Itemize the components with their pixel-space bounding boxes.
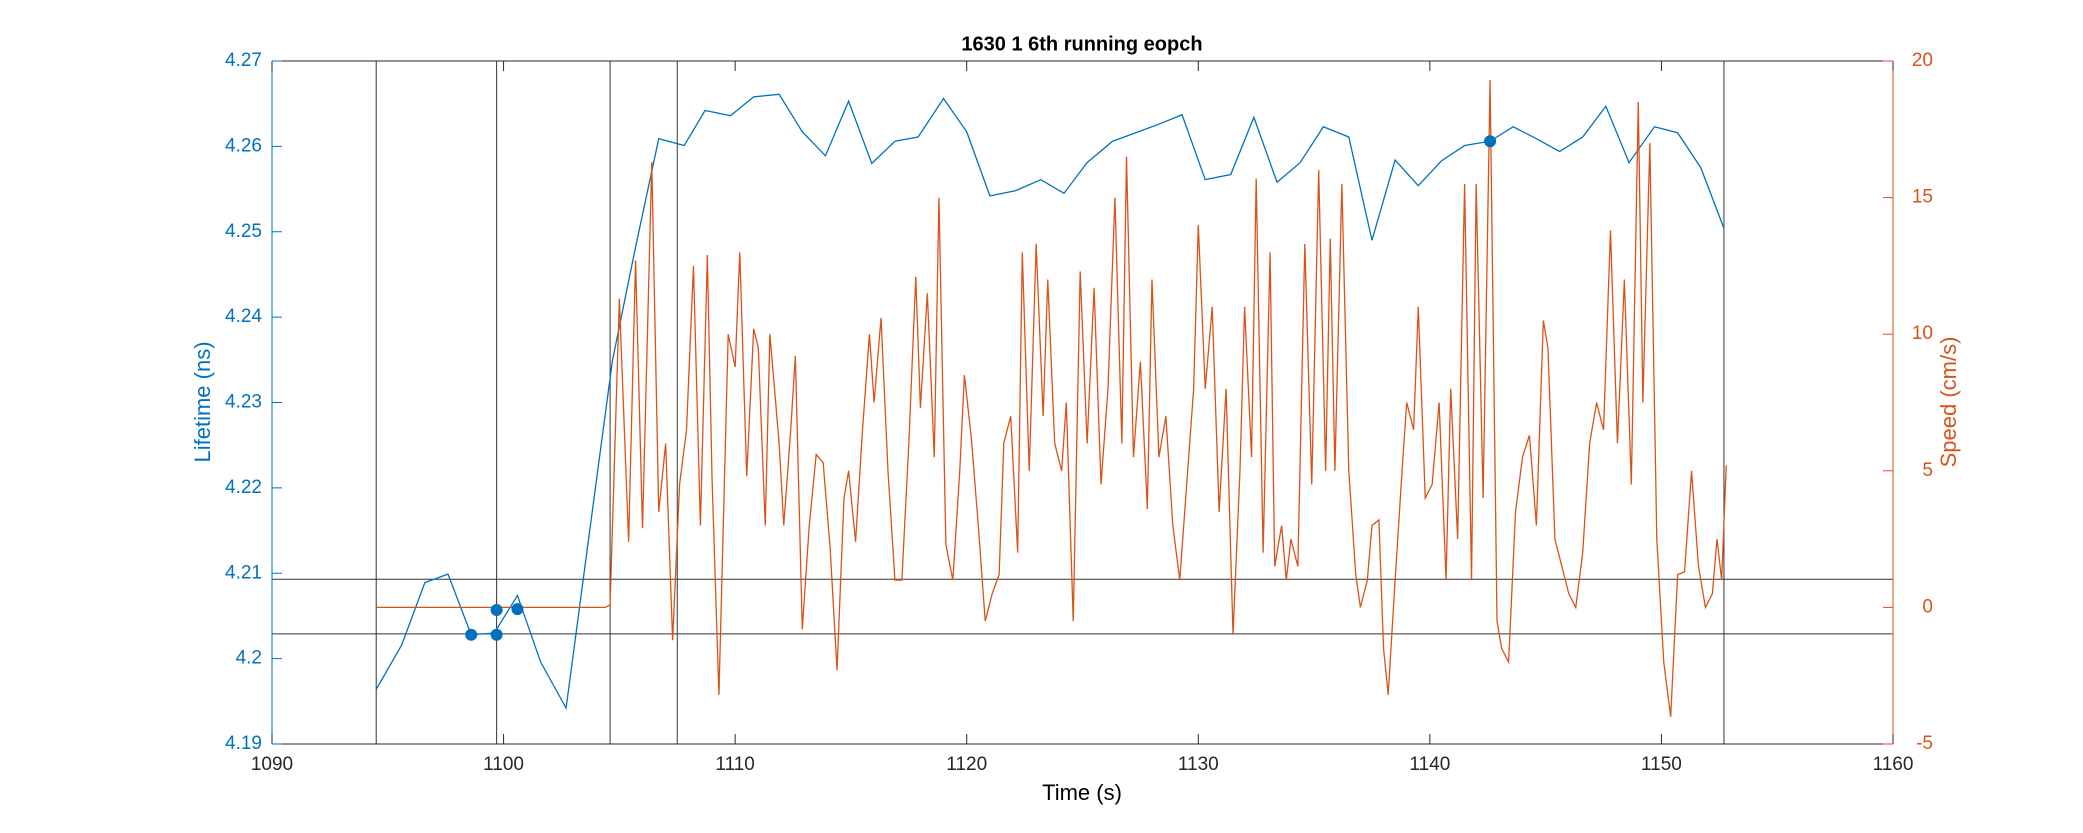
x-tick-label: 1120 <box>946 754 987 775</box>
y-tick-label: 4.19 <box>225 733 262 754</box>
x-tick-label: 1160 <box>1873 754 1914 775</box>
x-tick-label: 1110 <box>715 754 754 775</box>
y2-tick-label: 10 <box>1912 323 1933 344</box>
data-line <box>376 80 1727 717</box>
y-tick-label: 4.21 <box>225 562 262 583</box>
data-point <box>511 603 524 616</box>
y-tick-label: 4.23 <box>225 392 262 413</box>
x-tick-label: 1150 <box>1641 754 1682 775</box>
data-point <box>1484 135 1497 148</box>
y-tick-label: 4.22 <box>225 477 262 498</box>
y-tick-label: 4.27 <box>225 50 262 71</box>
y2-axis-label: Speed (cm/s) <box>1936 337 1961 468</box>
y-tick-label: 4.24 <box>225 306 262 327</box>
y2-tick-label: 5 <box>1922 460 1933 481</box>
x-tick-label: 1130 <box>1178 754 1219 775</box>
x-axis-label: Time (s) <box>1042 780 1122 805</box>
y2-tick-label: -5 <box>1916 733 1933 754</box>
data-line <box>375 93 1725 711</box>
y2-tick-label: 15 <box>1912 187 1933 208</box>
data-point <box>490 628 503 641</box>
y2-tick-label: 20 <box>1912 50 1933 71</box>
data-point <box>465 628 478 641</box>
data-point <box>490 603 503 616</box>
chart-title: 1630 1 6th running eopch <box>961 33 1202 55</box>
x-tick-label: 1140 <box>1409 754 1450 775</box>
plot-area <box>272 61 1893 744</box>
x-tick-label: 1100 <box>483 754 524 775</box>
y2-tick-label: 0 <box>1922 596 1933 617</box>
x-tick-label: 1090 <box>251 754 293 775</box>
y-tick-label: 4.25 <box>225 221 262 242</box>
y-axis-label: Lifetime (ns) <box>190 341 215 462</box>
y-tick-label: 4.2 <box>236 648 262 669</box>
y-tick-label: 4.26 <box>225 135 262 156</box>
